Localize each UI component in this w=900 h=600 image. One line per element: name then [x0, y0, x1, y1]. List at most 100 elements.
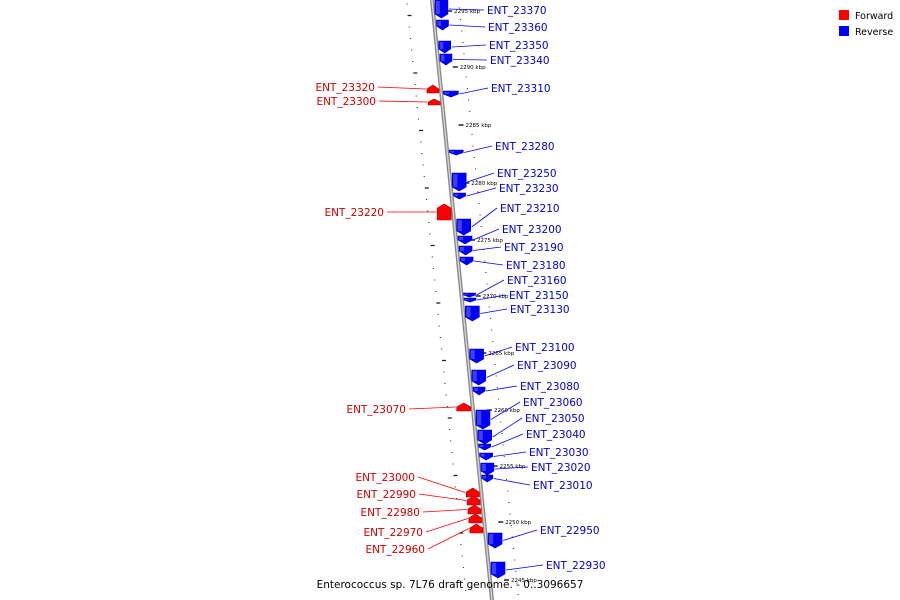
gene-label-forward[interactable]: ENT_23070 — [346, 404, 406, 416]
gene-leader-line — [480, 308, 508, 314]
gene-label-reverse[interactable]: ENT_23160 — [507, 275, 567, 287]
gene-arrow-shade — [470, 350, 475, 359]
gene-leader-line — [449, 24, 486, 28]
scale-label: 2250 kbp — [505, 520, 531, 526]
gene-leader-line — [418, 493, 467, 501]
gene-leader-line — [473, 246, 502, 251]
gene-label-forward[interactable]: ENT_23320 — [315, 82, 375, 94]
gene-leader-line — [486, 364, 515, 378]
gene-label-reverse[interactable]: ENT_23020 — [531, 462, 591, 474]
gene-leader-line — [484, 346, 513, 357]
gene-arrow-shade — [453, 174, 458, 187]
gene-arrow-shade — [482, 476, 487, 479]
gene-arrow-forward[interactable] — [469, 523, 484, 534]
gene-arrow-forward[interactable] — [427, 98, 441, 106]
legend-reverse-swatch — [839, 26, 849, 36]
gene-leader-line — [378, 100, 428, 103]
gene-leader-line — [471, 207, 498, 228]
gene-label-reverse[interactable]: ENT_23150 — [509, 290, 569, 302]
gene-leader-line — [505, 564, 544, 571]
gene-arrow-shade — [450, 151, 455, 153]
gene-leader-line — [425, 518, 468, 533]
gene-label-reverse[interactable]: ENT_23370 — [487, 5, 547, 17]
scale-label: 2260 kbp — [494, 408, 520, 414]
gene-leader-line — [476, 294, 507, 301]
gene-label-reverse[interactable]: ENT_23280 — [495, 141, 555, 153]
gene-label-reverse[interactable]: ENT_23050 — [525, 413, 585, 425]
gene-label-reverse[interactable]: ENT_23080 — [520, 381, 580, 393]
gene-leader-line — [452, 59, 488, 61]
gene-leader-line — [422, 509, 467, 513]
gene-label-reverse[interactable]: ENT_23210 — [500, 203, 560, 215]
gene-label-forward[interactable]: ENT_23000 — [355, 472, 415, 484]
gene-label-reverse[interactable]: ENT_23040 — [526, 429, 586, 441]
legend-reverse-label: Reverse — [855, 27, 893, 38]
gene-label-reverse[interactable]: ENT_23030 — [529, 447, 589, 459]
gene-label-reverse[interactable]: ENT_22930 — [546, 560, 606, 572]
gene-label-forward[interactable]: ENT_22960 — [365, 544, 425, 556]
scale-label: 2275 kbp — [477, 238, 503, 244]
gene-leader-line — [493, 478, 531, 486]
gene-arrow-shade — [478, 431, 483, 440]
gene-label-reverse[interactable]: ENT_23100 — [515, 342, 575, 354]
gene-label-reverse[interactable]: ENT_23010 — [533, 480, 593, 492]
gene-leader-line — [476, 279, 505, 296]
gene-leader-line — [486, 385, 518, 392]
gene-label-reverse[interactable]: ENT_23190 — [504, 242, 564, 254]
scale-label: 2280 kbp — [471, 181, 497, 187]
gene-label-forward[interactable]: ENT_22990 — [356, 489, 416, 501]
gene-leader-line — [417, 476, 466, 493]
gene-label-reverse[interactable]: ENT_23060 — [523, 397, 583, 409]
gene-arrow-shade — [460, 247, 464, 251]
gene-label-reverse[interactable]: ENT_23090 — [517, 360, 577, 372]
gene-arrow-forward[interactable] — [456, 402, 472, 412]
gene-arrow-shade — [489, 534, 494, 544]
gene-label-reverse[interactable]: ENT_23350 — [489, 40, 549, 52]
gene-leader-line — [490, 401, 521, 420]
gene-arrow-forward[interactable] — [426, 84, 440, 94]
gene-arrow-shade — [464, 294, 469, 295]
gene-arrow-forward[interactable] — [468, 513, 483, 524]
gene-label-forward[interactable]: ENT_23300 — [316, 96, 376, 108]
gene-arrow-shade — [459, 237, 464, 240]
gene-label-reverse[interactable]: ENT_23200 — [502, 224, 562, 236]
gene-arrow-shade — [479, 445, 484, 447]
gene-arrow-shade — [492, 563, 497, 574]
gene-leader-line — [492, 417, 523, 438]
gene-label-forward[interactable]: ENT_22970 — [363, 527, 423, 539]
gene-arrow-shade — [480, 454, 485, 457]
gene-label-reverse[interactable]: ENT_23360 — [488, 22, 548, 34]
gene-arrow-shade — [454, 194, 459, 196]
gene-leader-line — [493, 451, 527, 457]
gene-label-reverse[interactable]: ENT_23310 — [491, 83, 551, 95]
gene-leader-line — [459, 87, 489, 95]
gene-arrow-forward[interactable] — [436, 203, 452, 221]
gene-leader-line — [494, 466, 529, 470]
gene-label-reverse[interactable]: ENT_22950 — [540, 525, 600, 537]
gene-labels: ENT_23370 ENT_23360 ENT_23350 ENT_23340 ENT_… — [315, 5, 605, 572]
legend-forward-label: Forward — [855, 11, 893, 22]
gene-label-reverse[interactable]: ENT_23180 — [506, 260, 566, 272]
gene-leader-line — [467, 172, 495, 183]
backbone-layer — [430, 0, 494, 600]
gene-leader-line — [474, 260, 504, 266]
gene-arrow-forward[interactable] — [465, 487, 480, 498]
scale-label: 2285 kbp — [466, 123, 492, 129]
gene-arrow-forward[interactable] — [467, 504, 482, 515]
tick-marks — [406, 3, 519, 595]
gene-label-forward[interactable]: ENT_23220 — [324, 207, 384, 219]
gene-arrow-shade — [435, 1, 440, 14]
gene-leader-line — [408, 406, 456, 410]
gene-arrow-shade — [474, 388, 478, 391]
scale-label: 2265 kbp — [488, 351, 514, 357]
gene-leader-line — [466, 187, 497, 197]
gene-arrow-forward[interactable] — [466, 495, 481, 506]
gene-label-forward[interactable]: ENT_22980 — [360, 507, 420, 519]
gene-label-reverse[interactable]: ENT_23230 — [499, 183, 559, 195]
gene-label-reverse[interactable]: ENT_23130 — [510, 304, 570, 316]
gene-leader-line — [491, 433, 524, 448]
gene-label-reverse[interactable]: ENT_23250 — [497, 168, 557, 180]
legend-forward-swatch — [839, 10, 849, 20]
gene-label-reverse[interactable]: ENT_23340 — [490, 55, 550, 67]
